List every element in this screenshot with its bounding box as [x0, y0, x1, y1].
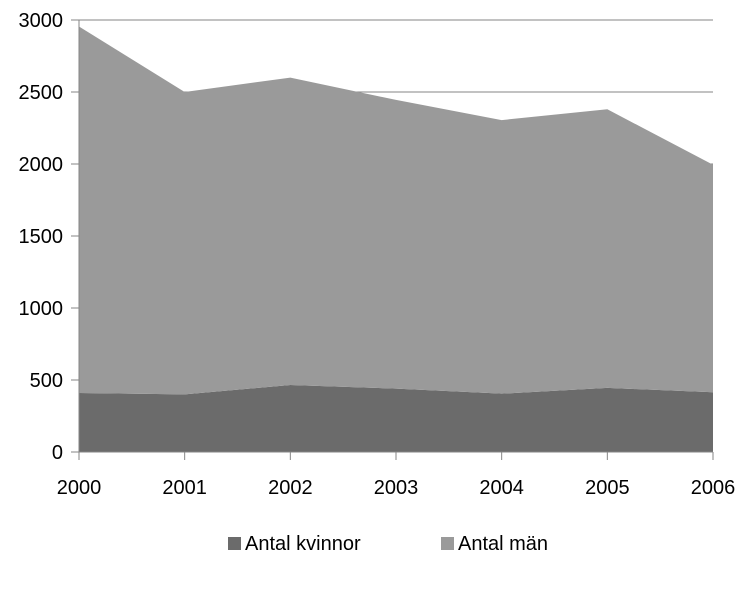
- y-tick-label: 3000: [19, 10, 64, 32]
- x-tick-label: 2004: [479, 477, 524, 499]
- legend: Antal kvinnor Antal män: [228, 533, 548, 555]
- y-tick-label: 2500: [19, 82, 64, 104]
- x-tick-label: 2000: [57, 477, 102, 499]
- legend-label: Antal män: [458, 533, 548, 555]
- x-tick-label: 2006: [691, 477, 736, 499]
- x-axis-ticks: 2000 2001 2002 2003 2004 2005 2006: [57, 452, 736, 499]
- y-axis-ticks: 0 500 1000 1500 2000 2500 3000: [19, 10, 79, 464]
- y-tick-label: 2000: [19, 154, 64, 176]
- x-tick-label: 2005: [585, 477, 630, 499]
- x-tick-label: 2001: [162, 477, 207, 499]
- y-tick-label: 1500: [19, 226, 64, 248]
- legend-swatch: [441, 537, 454, 550]
- legend-label: Antal kvinnor: [245, 533, 361, 555]
- y-tick-label: 500: [30, 370, 63, 392]
- x-tick-label: 2003: [374, 477, 419, 499]
- x-tick-label: 2002: [268, 477, 313, 499]
- series-areas: [79, 26, 713, 452]
- area-antal-kvinnor: [79, 385, 713, 452]
- area-antal-m-n: [79, 26, 713, 395]
- y-tick-label: 0: [52, 442, 63, 464]
- legend-swatch: [228, 537, 241, 550]
- y-tick-label: 1000: [19, 298, 64, 320]
